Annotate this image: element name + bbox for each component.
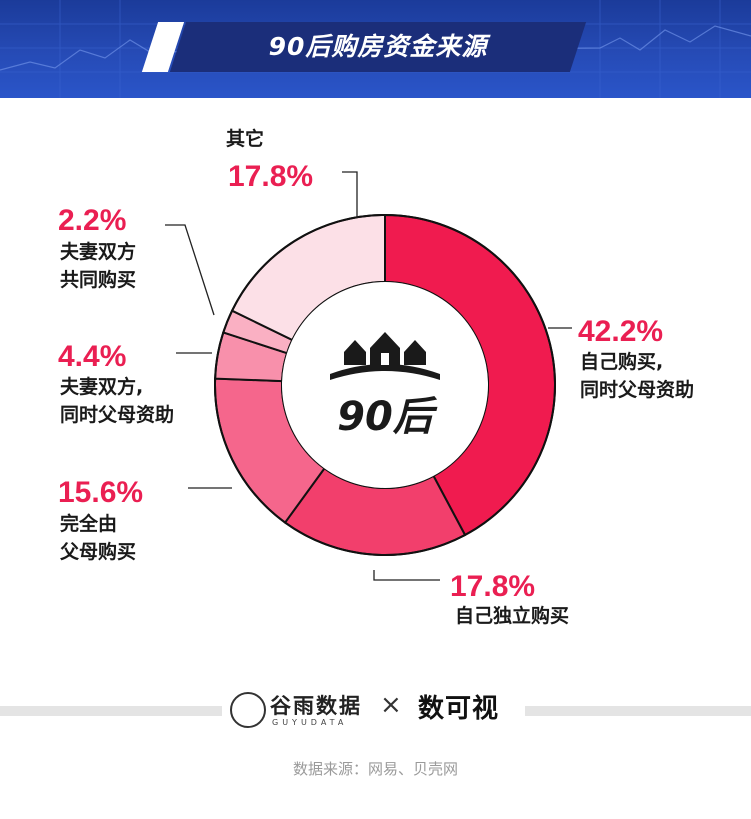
- donut-hole: [282, 282, 488, 488]
- leader-line-5: [342, 171, 358, 218]
- brand-shukeshi: 数可视: [418, 694, 500, 724]
- data-source: 数据来源：网易、贝壳网: [292, 760, 458, 778]
- brand-guyu-en: GUYUDATA: [272, 718, 348, 727]
- donut-chart: 90后 42.2%自己购买,同时父母资助17.8%自己独立购买15.6%完全由父…: [58, 127, 694, 627]
- brand-guyu: 谷雨数据: [270, 693, 362, 718]
- leader-lines: [165, 171, 572, 581]
- slice-label-3-line-0: 夫妻双方,: [60, 375, 143, 398]
- house-icon: [330, 332, 440, 380]
- slice-label-3-line-1: 同时父母资助: [60, 403, 174, 426]
- slice-label-1-line-0: 自己独立购买: [455, 604, 569, 627]
- slice-percent-2: 15.6%: [58, 476, 143, 509]
- slice-percent-0: 42.2%: [578, 315, 663, 348]
- slice-label-4-line-1: 共同购买: [60, 268, 136, 291]
- center-label: 90后: [337, 394, 438, 440]
- donut-outer-ring: [214, 214, 556, 556]
- footer-bar-right: [525, 706, 751, 716]
- brand-separator: ×: [380, 690, 402, 720]
- slice-percent-5: 17.8%: [228, 160, 313, 193]
- slice-percent-1: 17.8%: [450, 570, 535, 603]
- footer-bar-left: [0, 706, 222, 716]
- slice-label-4-line-0: 夫妻双方: [60, 240, 136, 263]
- header-banner: 90后购房资金来源: [0, 0, 751, 98]
- donut-slices: [214, 213, 556, 556]
- chart-title: 90后购房资金来源: [268, 32, 488, 61]
- slice-percent-3: 4.4%: [58, 340, 126, 373]
- slice-label-0-line-0: 自己购买,: [580, 350, 663, 373]
- guyu-logo-icon: [230, 692, 266, 728]
- slice-label-2-line-1: 父母购买: [59, 540, 136, 563]
- slice-label-2-line-0: 完全由: [60, 512, 117, 535]
- slice-labels: 42.2%自己购买,同时父母资助17.8%自己独立购买15.6%完全由父母购买4…: [58, 127, 694, 627]
- slice-label-5-line-0: 其它: [226, 127, 264, 150]
- slice-label-0-line-1: 同时父母资助: [580, 378, 694, 401]
- slice-percent-4: 2.2%: [58, 204, 126, 237]
- leader-line-1: [373, 570, 440, 581]
- leader-line-4: [165, 224, 215, 316]
